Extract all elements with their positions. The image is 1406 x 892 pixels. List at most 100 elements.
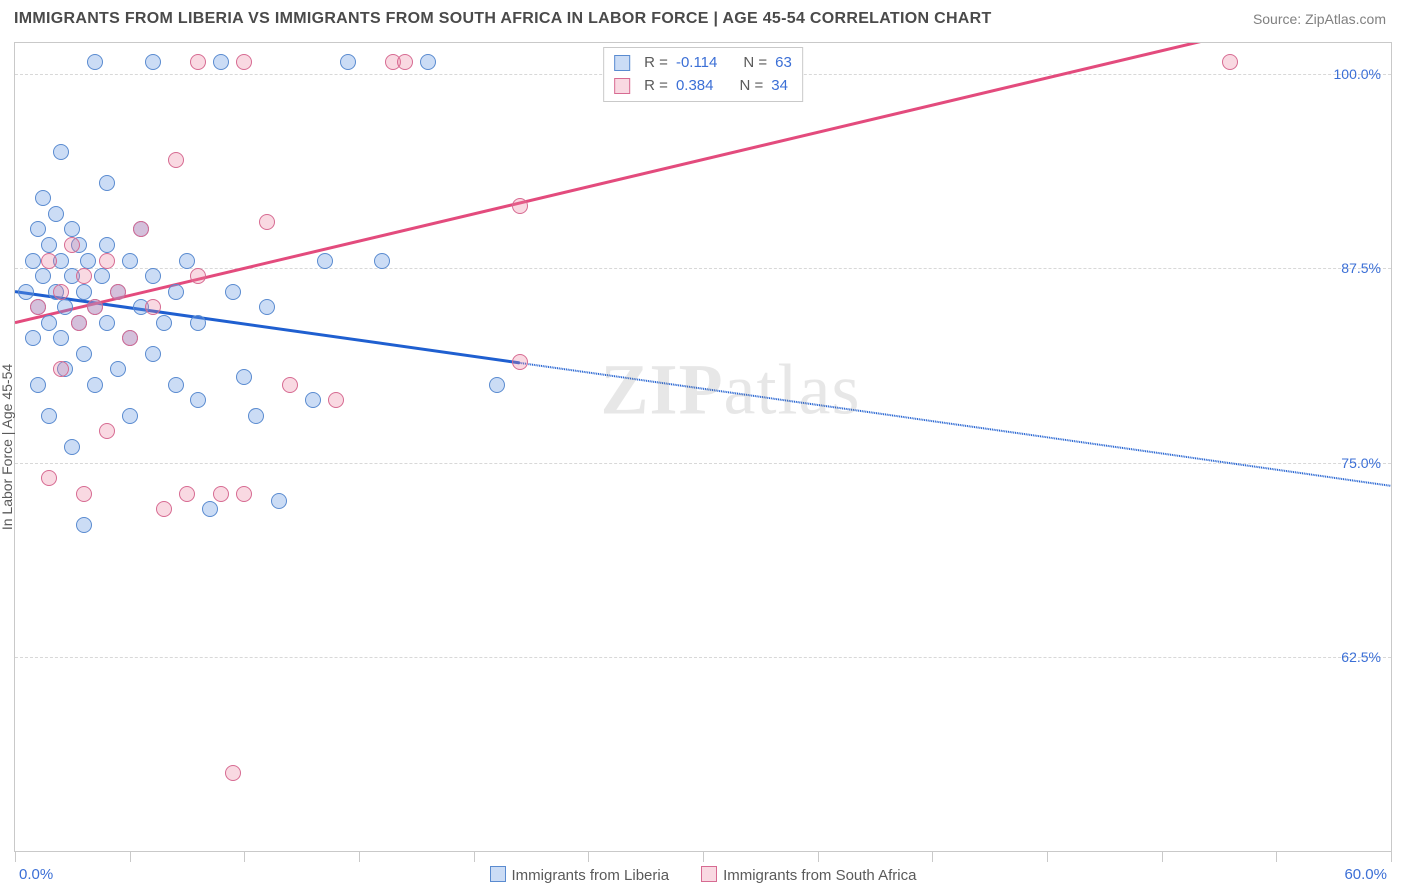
scatter-point: [76, 517, 92, 533]
scatter-point: [145, 299, 161, 315]
scatter-point: [512, 198, 528, 214]
scatter-point: [317, 253, 333, 269]
x-tick: [818, 852, 819, 862]
scatter-point: [190, 315, 206, 331]
scatter-point: [99, 253, 115, 269]
scatter-point: [236, 486, 252, 502]
x-tick: [15, 852, 16, 862]
scatter-point: [156, 501, 172, 517]
scatter-point: [64, 237, 80, 253]
scatter-point: [57, 299, 73, 315]
scatter-point: [156, 315, 172, 331]
scatter-point: [213, 54, 229, 70]
scatter-point: [25, 330, 41, 346]
scatter-point: [202, 501, 218, 517]
gridline-h: [15, 463, 1391, 464]
scatter-point: [512, 354, 528, 370]
scatter-point: [122, 408, 138, 424]
scatter-point: [259, 299, 275, 315]
legend-swatch: [701, 866, 717, 882]
stat-value-r: -0.114: [676, 52, 717, 75]
x-tick: [703, 852, 704, 862]
y-tick-label: 75.0%: [1341, 455, 1381, 471]
scatter-point: [374, 253, 390, 269]
legend-swatch: [614, 78, 630, 94]
y-tick-label: 87.5%: [1341, 260, 1381, 276]
scatter-point: [99, 315, 115, 331]
bottom-legend: Immigrants from Liberia Immigrants from S…: [0, 866, 1406, 884]
chart-title: IMMIGRANTS FROM LIBERIA VS IMMIGRANTS FR…: [14, 10, 992, 28]
legend-swatch: [614, 55, 630, 71]
x-tick: [474, 852, 475, 862]
chart-header: IMMIGRANTS FROM LIBERIA VS IMMIGRANTS FR…: [0, 0, 1406, 34]
x-tick: [244, 852, 245, 862]
scatter-point: [236, 369, 252, 385]
scatter-point: [18, 284, 34, 300]
scatter-point: [64, 439, 80, 455]
stats-row: R = 0.384N = 34: [614, 75, 792, 98]
scatter-point: [53, 284, 69, 300]
scatter-point: [35, 268, 51, 284]
scatter-point: [122, 330, 138, 346]
stat-label-n: N =: [739, 75, 763, 98]
x-axis-ticks: [15, 842, 1391, 852]
scatter-point: [99, 175, 115, 191]
legend-swatch: [490, 866, 506, 882]
scatter-point: [94, 268, 110, 284]
scatter-point: [225, 765, 241, 781]
scatter-point: [64, 221, 80, 237]
scatter-point: [41, 408, 57, 424]
scatter-point: [53, 361, 69, 377]
chart-source: Source: ZipAtlas.com: [1253, 11, 1386, 27]
scatter-point: [41, 315, 57, 331]
scatter-point: [259, 214, 275, 230]
y-axis-label: In Labor Force | Age 45-54: [0, 364, 15, 530]
scatter-point: [190, 392, 206, 408]
legend-label: Immigrants from South Africa: [723, 867, 916, 884]
scatter-point: [271, 493, 287, 509]
x-tick: [932, 852, 933, 862]
scatter-point: [53, 330, 69, 346]
scatter-point: [489, 377, 505, 393]
scatter-point: [213, 486, 229, 502]
scatter-point: [110, 284, 126, 300]
scatter-point: [179, 253, 195, 269]
scatter-point: [48, 206, 64, 222]
scatter-point: [80, 253, 96, 269]
scatter-point: [340, 54, 356, 70]
scatter-point: [76, 284, 92, 300]
scatter-point: [190, 54, 206, 70]
stat-label-r: R =: [644, 52, 668, 75]
correlation-stats-box: R = -0.114 N = 63R = 0.384N = 34: [603, 47, 803, 102]
x-tick: [1162, 852, 1163, 862]
y-tick-label: 62.5%: [1341, 649, 1381, 665]
x-tick: [588, 852, 589, 862]
scatter-point: [145, 54, 161, 70]
scatter-point: [236, 54, 252, 70]
stat-label-n: N =: [743, 52, 767, 75]
scatter-point: [145, 346, 161, 362]
stat-label-r: R =: [644, 75, 668, 98]
stat-value-n: 63: [775, 52, 792, 75]
scatter-point: [110, 361, 126, 377]
chart-area: In Labor Force | Age 45-54 ZIPatlas R = …: [14, 42, 1392, 852]
scatter-point: [248, 408, 264, 424]
scatter-point: [41, 470, 57, 486]
scatter-point: [25, 253, 41, 269]
scatter-point: [190, 268, 206, 284]
legend-label: Immigrants from Liberia: [512, 867, 670, 884]
scatter-point: [30, 377, 46, 393]
scatter-point: [76, 346, 92, 362]
scatter-point: [305, 392, 321, 408]
legend-item: Immigrants from South Africa: [701, 866, 916, 884]
stat-value-n: 34: [771, 75, 788, 98]
x-tick: [1047, 852, 1048, 862]
scatter-point: [35, 190, 51, 206]
scatter-point: [71, 315, 87, 331]
gridline-h: [15, 268, 1391, 269]
scatter-point: [145, 268, 161, 284]
stats-row: R = -0.114 N = 63: [614, 52, 792, 75]
scatter-point: [87, 299, 103, 315]
scatter-point: [1222, 54, 1238, 70]
x-tick: [1391, 852, 1392, 862]
